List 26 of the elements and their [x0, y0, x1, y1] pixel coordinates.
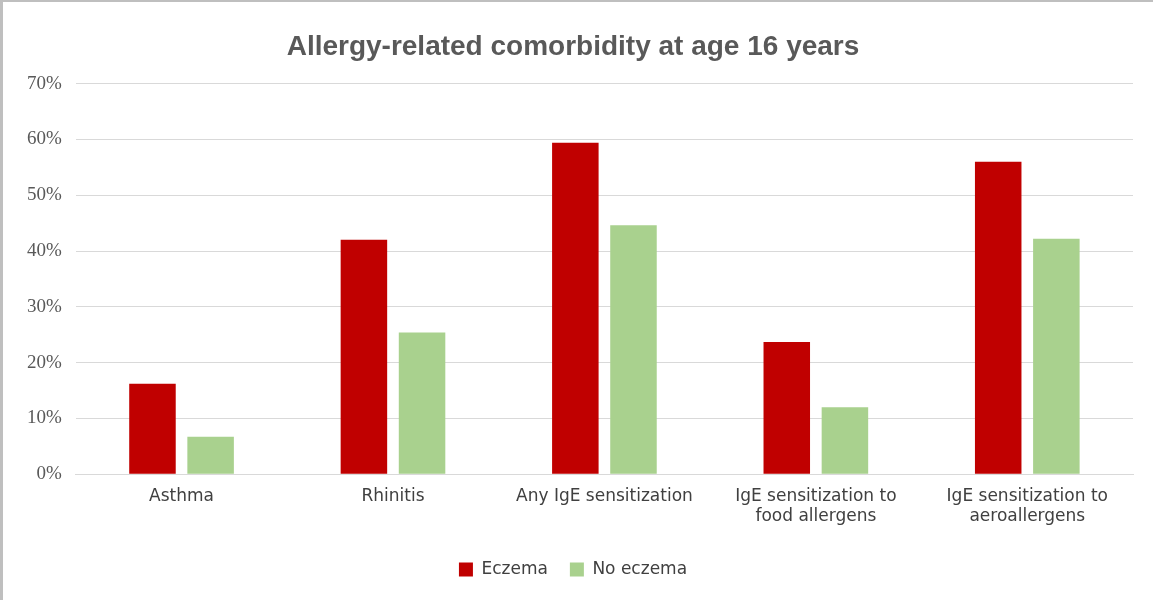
- y-tick-label: 0%: [36, 462, 62, 484]
- bar: [974, 161, 1022, 474]
- x-tick-label: Asthma: [149, 484, 214, 505]
- x-tick-label: IgE sensitization to food allergens: [735, 484, 897, 526]
- y-tick-label: 70%: [27, 71, 62, 93]
- bar: [129, 383, 176, 474]
- bar: [552, 142, 599, 474]
- legend-label: No eczema: [592, 557, 688, 578]
- bar: [610, 225, 657, 474]
- bar: [763, 341, 811, 474]
- y-tick-label: 50%: [27, 183, 62, 205]
- bar: [1033, 238, 1080, 474]
- legend-label: Eczema: [481, 557, 548, 578]
- bar: [821, 407, 869, 474]
- bar: [187, 436, 234, 474]
- bar: [398, 332, 446, 474]
- bar: [340, 239, 388, 474]
- x-tick-label: IgE sensitization to aeroallergens: [946, 484, 1108, 526]
- y-tick-label: 40%: [27, 238, 62, 260]
- y-tick-label: 10%: [27, 406, 62, 428]
- y-tick-label: 20%: [27, 350, 62, 372]
- x-tick-label: Rhinitis: [361, 484, 425, 505]
- chart-title: Allergy-related comorbidity at age 16 years: [286, 29, 860, 61]
- y-tick-label: 30%: [27, 294, 62, 316]
- x-tick-label: Any IgE sensitization: [516, 484, 693, 505]
- y-tick-label: 60%: [27, 127, 62, 149]
